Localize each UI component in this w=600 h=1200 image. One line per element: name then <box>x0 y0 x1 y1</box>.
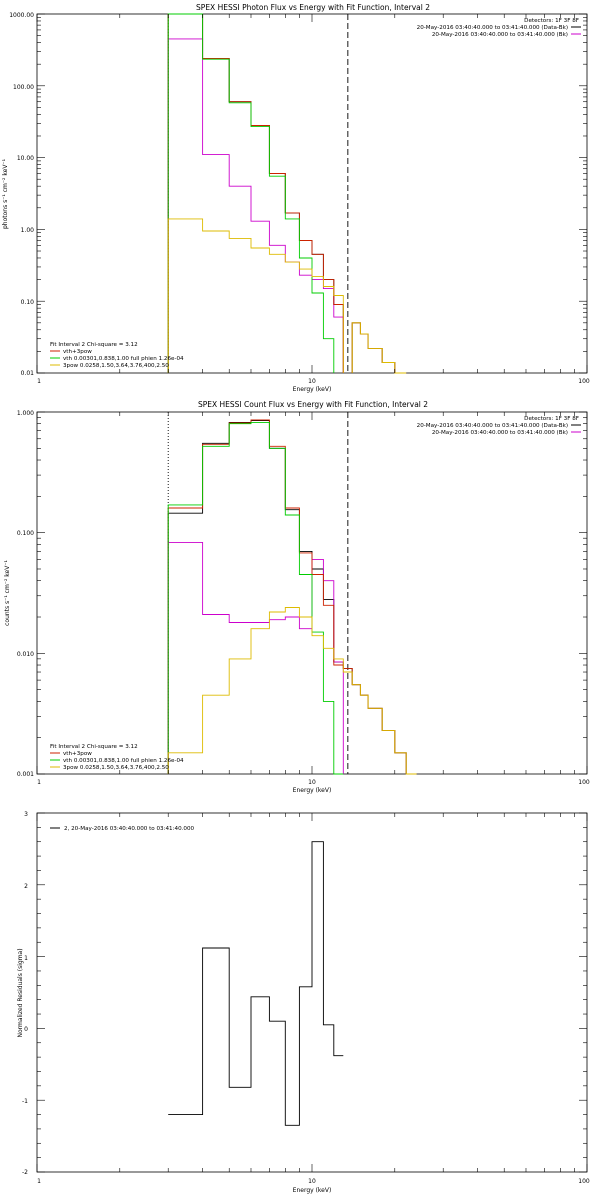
series-vth <box>167 421 344 775</box>
series-vth <box>167 13 335 373</box>
y-tick-label: 0.001 <box>17 771 34 778</box>
series-layer <box>168 841 344 1126</box>
x-tick-label: 1 <box>37 378 41 385</box>
legend-3pow: 3pow 0.0258,1.50,3.64,3.76,400,2.50 <box>63 765 169 771</box>
y-tick-labels: 1.000 0.100 0.010 0.001 <box>17 410 34 778</box>
series-data-bk <box>167 420 417 775</box>
series-layer <box>167 13 407 374</box>
series-bk <box>167 38 344 373</box>
y-tick-labels: 3 2 1 0 -1 -2 <box>22 811 28 1176</box>
legend-vth: vth 0.00301,0.838,1.00 full phien 1.26e-… <box>63 758 184 764</box>
chart-title: SPEX HESSI Count Flux vs Energy with Fit… <box>198 400 428 409</box>
residuals-panel: 3 2 1 0 -1 -2 1 10 100 Energy (keV) Norm… <box>17 811 590 1194</box>
y-tick-label: 1 <box>24 955 28 962</box>
legend-3pow: 3pow 0.0258,1.50,3.64,3.76,400,2.50 <box>63 363 169 369</box>
legend-bk: 20-May-2016 03:40:40.000 to 03:41:40.000… <box>432 430 568 436</box>
y-axis-label: counts s⁻¹ cm⁻² keV⁻¹ <box>4 560 11 626</box>
y-tick-label: -2 <box>22 1169 28 1176</box>
y-tick-label: 1.00 <box>21 227 35 234</box>
x-tick-label: 1 <box>37 779 41 786</box>
series-bk <box>167 541 344 774</box>
legend-detectors: Detectors: 1F 3F 8F <box>524 18 579 24</box>
tick-layer <box>36 411 588 775</box>
x-tick-label: 100 <box>578 378 590 385</box>
series-data-bk <box>167 13 407 374</box>
legend-data-bk: 20-May-2016 03:40:40.000 to 03:41:40.000… <box>417 25 568 31</box>
y-tick-label: 0.100 <box>17 530 34 537</box>
legend-top-right: Detectors: 1F 3F 8F 20-May-2016 03:40:40… <box>417 18 581 38</box>
x-tick-labels: 1 10 100 <box>37 378 590 385</box>
tick-layer <box>36 13 588 374</box>
tick-layer <box>36 812 588 1173</box>
chart-title: SPEX HESSI Photon Flux vs Energy with Fi… <box>196 3 430 12</box>
y-tick-label: 2 <box>24 883 28 890</box>
x-tick-label: 100 <box>578 779 590 786</box>
y-tick-label: -1 <box>22 1098 28 1105</box>
series-vth-3pow <box>167 13 407 374</box>
y-tick-label: 0 <box>24 1026 28 1033</box>
y-tick-labels: 1000.00 100.00 10.00 1.00 0.10 0.01 <box>9 12 34 377</box>
x-tick-label: 1 <box>37 1178 41 1185</box>
legend-bottom-left: Fit Interval 2 Chi-square = 3.12 vth+3po… <box>50 744 184 771</box>
x-tick-labels: 1 10 100 <box>37 779 590 786</box>
count-flux-panel: SPEX HESSI Count Flux vs Energy with Fit… <box>4 400 590 794</box>
series-2-20-may-2016-03-40-40-000-to-03-41-40-000 <box>168 841 344 1126</box>
series-vth-3pow <box>167 419 417 775</box>
y-axis-label: Normalized Residuals (sigma) <box>17 948 24 1037</box>
legend-fit-interval: Fit Interval 2 Chi-square = 3.12 <box>50 342 138 348</box>
x-axis-label: Energy (keV) <box>293 386 332 393</box>
legend-top-left: 2, 20-May-2016 03:40:40.000 to 03:41:40.… <box>50 826 195 832</box>
series-layer <box>167 412 417 775</box>
legend-vth3pow: vth+3pow <box>63 751 92 757</box>
x-tick-label: 10 <box>308 378 316 385</box>
y-tick-label: 0.010 <box>17 651 34 658</box>
y-tick-label: 1.000 <box>17 410 34 417</box>
y-tick-label: 100.00 <box>13 84 34 91</box>
legend-residual: 2, 20-May-2016 03:40:40.000 to 03:41:40.… <box>64 826 195 832</box>
legend-vth: vth 0.00301,0.838,1.00 full phien 1.26e-… <box>63 356 184 362</box>
x-tick-labels: 1 10 100 <box>37 1178 590 1185</box>
legend-bottom-left: Fit Interval 2 Chi-square = 3.12 vth+3po… <box>50 342 184 369</box>
series-3pow <box>167 607 417 775</box>
plot-frame <box>36 13 588 374</box>
series-3pow <box>167 218 407 374</box>
y-tick-label: 0.01 <box>21 370 35 377</box>
x-tick-label: 10 <box>308 779 316 786</box>
legend-vth3pow: vth+3pow <box>63 349 92 355</box>
x-axis-label: Energy (keV) <box>293 1187 332 1194</box>
legend-fit-interval: Fit Interval 2 Chi-square = 3.12 <box>50 744 138 750</box>
legend-data-bk: 20-May-2016 03:40:40.000 to 03:41:40.000… <box>417 423 568 429</box>
x-axis-label: Energy (keV) <box>293 787 332 794</box>
photon-flux-panel: SPEX HESSI Photon Flux vs Energy with Fi… <box>2 3 590 393</box>
y-tick-label: 1000.00 <box>9 12 34 19</box>
x-tick-label: 100 <box>578 1178 590 1185</box>
legend-detectors: Detectors: 1F 3F 8F <box>524 416 579 422</box>
y-tick-label: 0.10 <box>21 299 35 306</box>
legend-bk: 20-May-2016 03:40:40.000 to 03:41:40.000… <box>432 32 568 38</box>
y-axis-label: photons s⁻¹ cm⁻² keV⁻¹ <box>2 158 9 229</box>
legend-top-right: Detectors: 1F 3F 8F 20-May-2016 03:40:40… <box>417 416 581 436</box>
y-tick-label: 10.00 <box>17 155 34 162</box>
y-tick-label: 3 <box>24 811 28 818</box>
x-tick-label: 10 <box>308 1178 316 1185</box>
